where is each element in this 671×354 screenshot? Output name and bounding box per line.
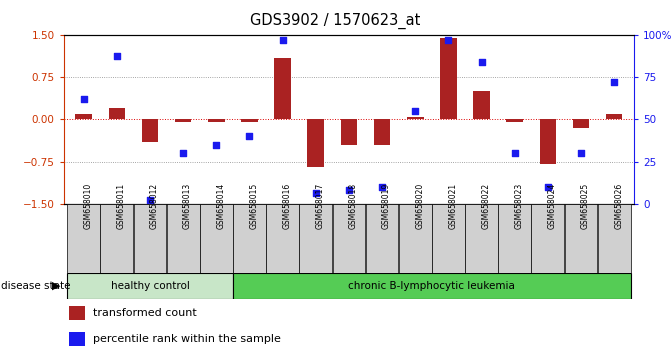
Point — [311, 190, 321, 196]
Text: GSM658011: GSM658011 — [117, 183, 125, 229]
Text: chronic B-lymphocytic leukemia: chronic B-lymphocytic leukemia — [348, 281, 515, 291]
Bar — [341, 120, 357, 145]
Point — [211, 142, 221, 148]
Point — [509, 150, 520, 156]
Bar — [539, 120, 556, 164]
Bar — [70, 306, 85, 320]
Point — [111, 53, 122, 58]
Text: GSM658012: GSM658012 — [150, 183, 159, 229]
Text: transformed count: transformed count — [93, 308, 197, 318]
Text: GSM658018: GSM658018 — [349, 183, 358, 229]
Bar — [208, 120, 225, 122]
Point — [410, 108, 421, 114]
Point — [576, 150, 586, 156]
Text: GSM658015: GSM658015 — [250, 183, 258, 229]
Bar — [299, 204, 332, 273]
Text: GSM658019: GSM658019 — [382, 183, 391, 229]
Text: GSM658020: GSM658020 — [415, 183, 424, 229]
Bar — [465, 204, 498, 273]
Bar — [241, 120, 258, 122]
Text: GSM658013: GSM658013 — [183, 183, 192, 229]
Text: GSM658021: GSM658021 — [448, 183, 458, 229]
Bar — [67, 204, 100, 273]
Text: GSM658014: GSM658014 — [216, 183, 225, 229]
Bar — [606, 114, 623, 120]
Text: healthy control: healthy control — [111, 281, 189, 291]
Bar — [200, 204, 233, 273]
Point — [344, 187, 354, 193]
Bar — [499, 204, 531, 273]
Bar — [233, 273, 631, 299]
Text: ▶: ▶ — [52, 281, 60, 291]
Bar — [233, 204, 266, 273]
Bar — [399, 204, 431, 273]
Bar — [266, 204, 299, 273]
Bar — [274, 58, 291, 120]
Bar — [531, 204, 564, 273]
Bar — [440, 38, 457, 120]
Point — [609, 80, 619, 85]
Point — [476, 59, 487, 65]
Bar — [67, 273, 233, 299]
Point — [244, 133, 255, 139]
Bar — [564, 204, 597, 273]
Point — [79, 97, 89, 102]
Bar — [175, 120, 191, 122]
Text: GSM658022: GSM658022 — [482, 183, 491, 229]
Bar — [573, 120, 589, 128]
Text: GSM658025: GSM658025 — [581, 183, 590, 229]
Bar — [407, 117, 423, 120]
Bar — [307, 120, 324, 167]
Text: GSM658016: GSM658016 — [282, 183, 292, 229]
Bar — [333, 204, 365, 273]
Text: GSM658026: GSM658026 — [614, 183, 623, 229]
Bar — [134, 204, 166, 273]
Bar — [432, 204, 465, 273]
Bar — [75, 114, 92, 120]
Point — [443, 38, 454, 43]
Point — [144, 198, 155, 203]
Text: GSM658010: GSM658010 — [84, 183, 93, 229]
Bar — [101, 204, 134, 273]
Point — [277, 38, 288, 43]
Point — [178, 150, 189, 156]
Text: GSM658023: GSM658023 — [515, 183, 524, 229]
Bar — [109, 108, 125, 120]
Bar — [374, 120, 391, 145]
Point — [543, 184, 554, 190]
Text: disease state: disease state — [1, 281, 71, 291]
Bar — [507, 120, 523, 122]
Text: GDS3902 / 1570623_at: GDS3902 / 1570623_at — [250, 12, 421, 29]
Text: GSM658024: GSM658024 — [548, 183, 557, 229]
Bar — [473, 91, 490, 120]
Bar — [598, 204, 631, 273]
Text: percentile rank within the sample: percentile rank within the sample — [93, 333, 281, 344]
Text: GSM658017: GSM658017 — [316, 183, 325, 229]
Bar — [70, 332, 85, 346]
Bar — [366, 204, 399, 273]
Bar — [142, 120, 158, 142]
Bar — [166, 204, 199, 273]
Point — [376, 184, 387, 190]
